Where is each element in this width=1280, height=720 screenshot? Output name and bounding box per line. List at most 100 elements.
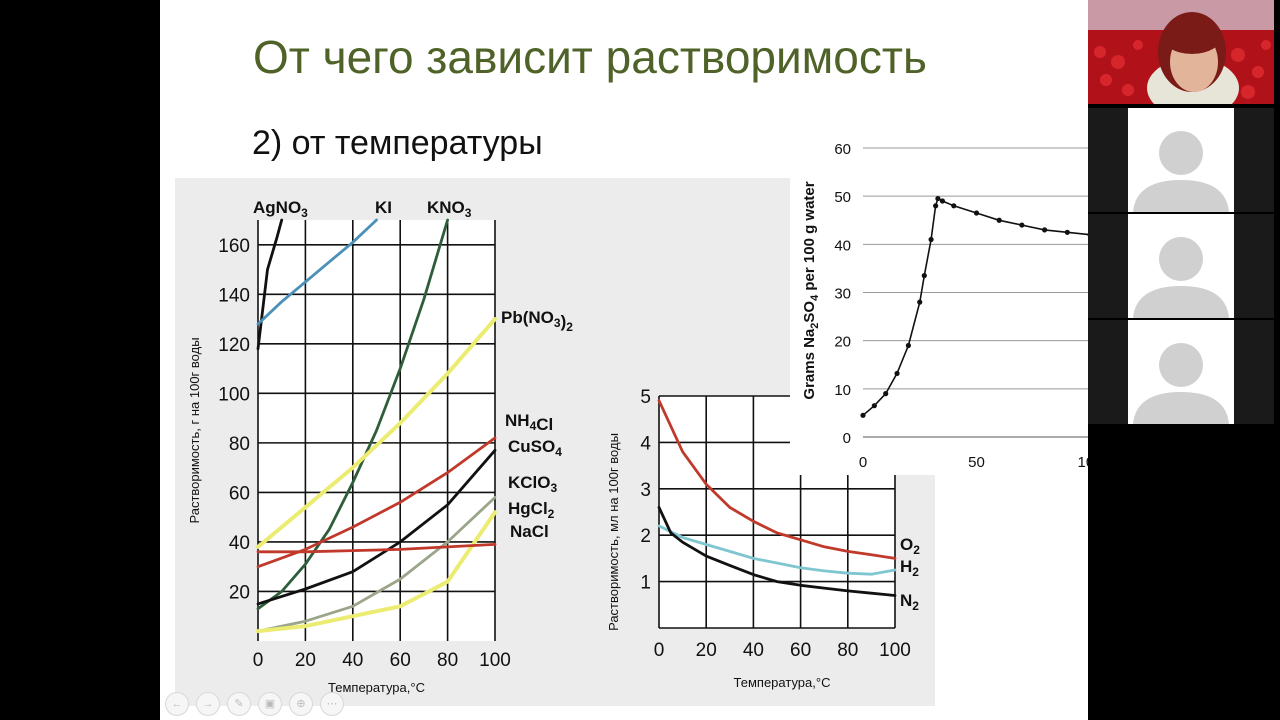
data-point	[894, 370, 900, 377]
y-tick-label: 20	[229, 582, 250, 603]
y-tick-label: 2	[640, 526, 651, 547]
y-tick-label: 140	[218, 285, 250, 306]
x-tick-label: 40	[342, 650, 363, 671]
series-label-kclo3: KClO3	[508, 473, 558, 495]
x-tick-label: 0	[859, 454, 867, 471]
more-icon[interactable]: ⋯	[320, 692, 344, 716]
slides-icon[interactable]: ▣	[258, 692, 282, 716]
data-point	[928, 236, 934, 243]
y-axis-label: Растворимость, мл на 100г воды	[606, 433, 621, 631]
data-point	[933, 203, 939, 209]
participant-avatar-bg	[1128, 108, 1234, 212]
data-point	[871, 403, 877, 409]
data-point	[921, 273, 927, 279]
presenter-video[interactable]	[1088, 0, 1274, 104]
series-label-pbno32: Pb(NO3)2	[501, 308, 573, 334]
series-line-hgcl2	[256, 510, 497, 634]
series-line-n2	[657, 506, 897, 597]
series-label-agno3: AgNO3	[253, 198, 308, 220]
data-point	[860, 412, 866, 418]
y-tick-label: 0	[843, 430, 851, 447]
x-tick-label: 50	[968, 454, 985, 471]
series-line-pbno32	[256, 317, 497, 549]
y-tick-label: 60	[229, 483, 250, 504]
series-label-nacl: NaCl	[510, 522, 549, 541]
y-tick-label: 30	[834, 286, 851, 303]
series-label-h2: H2	[900, 557, 919, 579]
data-point	[939, 198, 946, 204]
x-tick-label: 20	[295, 650, 316, 671]
x-axis-label: Температура,°C	[328, 680, 425, 695]
y-axis-label: Растворимость, г на 100г воды	[187, 337, 202, 523]
user-icon	[1133, 237, 1229, 318]
x-tick-label: 80	[437, 650, 458, 671]
data-point	[996, 217, 1002, 223]
data-point	[973, 210, 980, 216]
participant-tile-3[interactable]	[1088, 320, 1274, 424]
na2so4-solubility-chart: 0102030405060050100Grams Na2SO4 per 100 …	[790, 140, 1120, 475]
presenter-video-frame	[1088, 0, 1274, 104]
x-axis-label: Температура,°C	[734, 675, 831, 690]
series-label-n2: N2	[900, 591, 919, 613]
participant-avatar-bg	[1128, 214, 1234, 318]
participant-avatar-bg	[1128, 320, 1234, 424]
series-line-cuso4	[256, 448, 497, 606]
participant-tile-2[interactable]	[1088, 214, 1274, 318]
data-point	[883, 391, 889, 397]
y-tick-label: 4	[640, 433, 651, 454]
data-point	[1019, 222, 1025, 228]
y-tick-label: 40	[834, 237, 851, 254]
series-line-nacl	[256, 543, 497, 554]
data-point	[1064, 229, 1070, 235]
data-point	[935, 195, 941, 202]
y-tick-label: 160	[218, 236, 250, 257]
series-label-hgcl2: HgCl2	[508, 499, 555, 521]
y-tick-label: 3	[640, 480, 651, 501]
user-icon	[1133, 343, 1229, 424]
y-tick-label: 100	[218, 384, 250, 405]
y-tick-label: 40	[229, 533, 250, 554]
y-tick-label: 10	[834, 382, 851, 399]
series-label-cuso4: CuSO4	[508, 437, 562, 459]
x-tick-label: 60	[390, 650, 411, 671]
x-tick-label: 80	[837, 640, 858, 661]
slide-title: От чего зависит растворимость	[253, 31, 927, 83]
y-tick-label: 120	[218, 335, 250, 356]
prev-icon[interactable]: ←	[165, 692, 189, 716]
x-tick-label: 100	[479, 650, 511, 671]
series-label-kno3: KNO3	[427, 198, 472, 220]
series-label-nh4cl: NH4Cl	[505, 411, 553, 434]
data-point	[917, 299, 923, 305]
series-label-o2: O2	[900, 535, 920, 557]
series-line-na2so4	[862, 197, 1091, 416]
y-tick-label: 1	[640, 573, 651, 594]
series-line-kno3	[256, 218, 449, 611]
series-line-kclo3	[256, 496, 497, 633]
data-point	[951, 203, 957, 209]
user-icon	[1133, 131, 1229, 212]
series-label-ki: KI	[375, 198, 392, 217]
data-point	[1042, 227, 1048, 233]
slide-toolbar: ← → ✎ ▣ ⊕ ⋯	[165, 692, 344, 716]
data-point	[905, 342, 911, 349]
x-tick-label: 20	[696, 640, 717, 661]
y-tick-label: 80	[229, 434, 250, 455]
zoom-icon[interactable]: ⊕	[289, 692, 313, 716]
next-icon[interactable]: →	[196, 692, 220, 716]
y-tick-label: 60	[834, 141, 851, 158]
series-line-o2	[657, 399, 897, 560]
y-tick-label: 20	[834, 334, 851, 351]
y-tick-label: 5	[640, 387, 651, 408]
x-tick-label: 100	[879, 640, 911, 661]
x-tick-label: 0	[253, 650, 264, 671]
pen-icon[interactable]: ✎	[227, 692, 251, 716]
series-line-agno3	[256, 218, 284, 351]
x-tick-label: 0	[654, 640, 665, 661]
series-line-ki	[256, 218, 378, 326]
y-axis-label: Grams Na2SO4 per 100 g water	[801, 181, 821, 399]
y-tick-label: 50	[834, 189, 851, 206]
x-tick-label: 40	[743, 640, 764, 661]
participant-tile-1[interactable]	[1088, 108, 1274, 212]
x-tick-label: 60	[790, 640, 811, 661]
slide-subtitle: 2) от температуры	[252, 124, 543, 162]
